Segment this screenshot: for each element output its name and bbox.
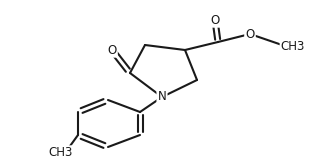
Text: CH3: CH3: [49, 147, 73, 160]
Text: O: O: [210, 13, 220, 27]
Text: O: O: [245, 28, 255, 40]
Text: CH3: CH3: [281, 40, 305, 52]
Text: CH3: CH3: [49, 147, 73, 160]
Text: O: O: [107, 44, 117, 56]
Text: O: O: [210, 13, 220, 27]
Text: N: N: [158, 91, 166, 104]
Text: CH3: CH3: [281, 40, 305, 52]
Text: O: O: [245, 28, 255, 40]
Text: N: N: [158, 91, 166, 104]
Text: O: O: [107, 44, 117, 56]
